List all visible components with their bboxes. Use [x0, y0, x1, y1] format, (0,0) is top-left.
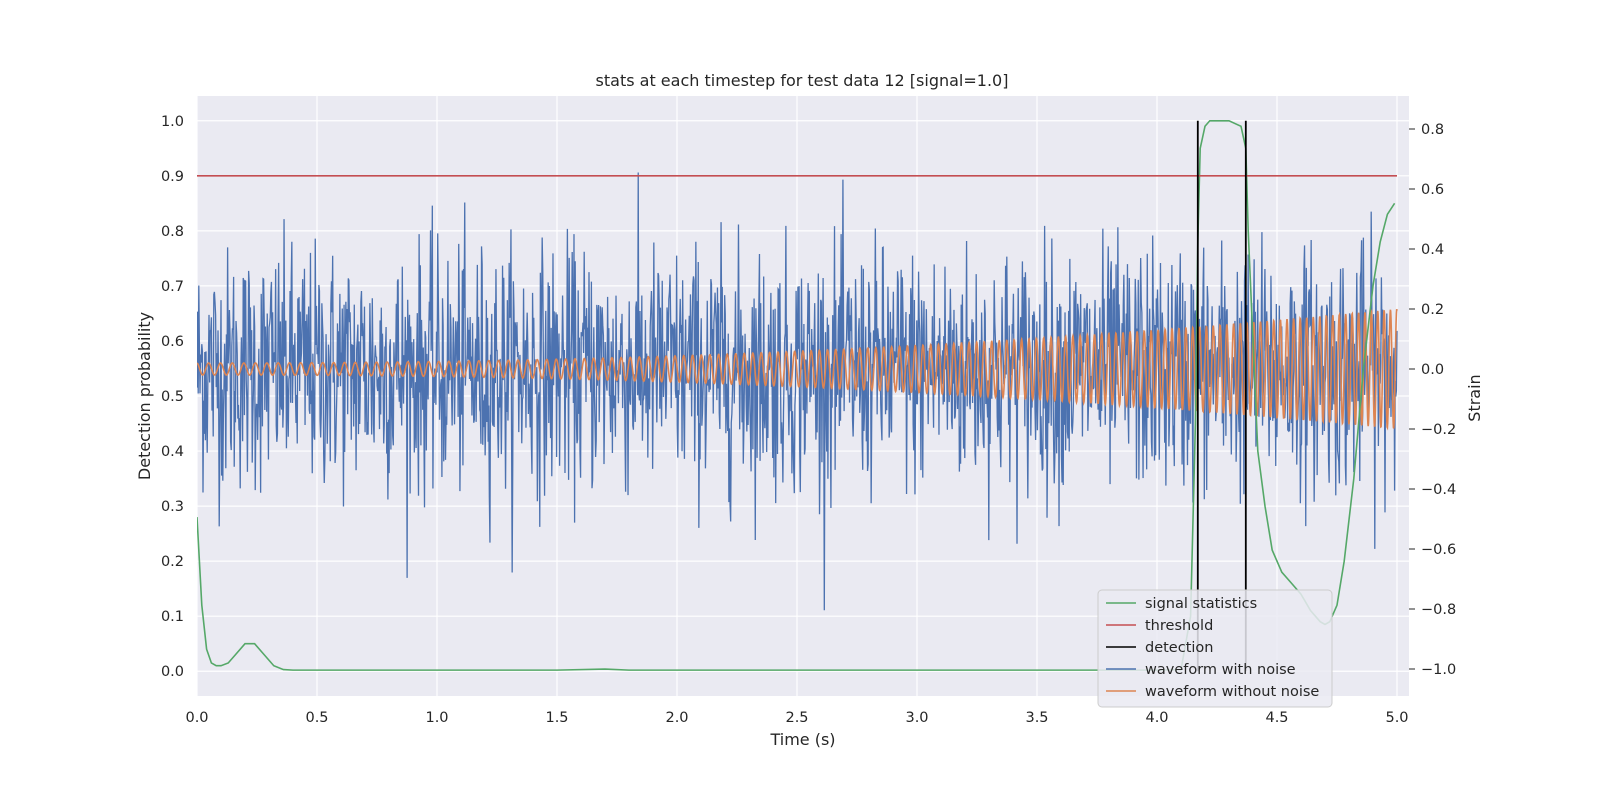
- y-right-tick-label: 0.0: [1421, 362, 1444, 378]
- y-right-tick-label: −1.0: [1421, 662, 1456, 678]
- x-axis-label: Time (s): [769, 730, 835, 749]
- y-left-tick-label: 0.2: [161, 554, 184, 570]
- y-left-tick-label: 0.9: [161, 169, 184, 185]
- x-tick-label: 2.0: [665, 710, 688, 726]
- legend-label-waveform-without-noise: waveform without noise: [1145, 684, 1319, 700]
- legend-label-detection: detection: [1145, 640, 1213, 656]
- y-left-tick-label: 0.7: [161, 279, 184, 295]
- y-left-tick-label: 0.6: [161, 334, 184, 350]
- series-detection: [1196, 120, 1247, 672]
- y-left-tick-label: 0.0: [161, 664, 184, 680]
- x-tick-label: 2.5: [785, 710, 808, 726]
- y-left-axis-ticks: 0.0 0.1 0.2 0.3 0.4 0.5 0.6 0.7 0.8 0.9 1.0: [161, 114, 184, 680]
- x-axis-ticks: 0.0 0.5 1.0 1.5 2.0 2.5 3.0 3.5 4.0 4.5 5.0: [185, 710, 1408, 726]
- y-right-tick-label: 0.8: [1421, 122, 1444, 138]
- y-right-axis-ticks: −1.0 −0.8 −0.6 −0.4 −0.2 0.0 0.2 0.4 0.6 0.8: [1409, 122, 1456, 678]
- y-left-tick-label: 1.0: [161, 114, 184, 130]
- legend: signal statistics threshold detection wa…: [1097, 589, 1333, 708]
- x-tick-label: 3.0: [905, 710, 928, 726]
- y-right-tick-label: 0.2: [1421, 302, 1444, 318]
- x-tick-label: 1.5: [545, 710, 568, 726]
- x-tick-label: 0.0: [185, 710, 208, 726]
- x-tick-label: 1.0: [425, 710, 448, 726]
- legend-box: [1097, 589, 1333, 708]
- x-tick-label: 4.5: [1265, 710, 1288, 726]
- y-left-tick-label: 0.4: [161, 444, 184, 460]
- x-tick-label: 4.0: [1145, 710, 1168, 726]
- x-tick-label: 0.5: [305, 710, 328, 726]
- y-right-tick-label: 0.6: [1421, 182, 1444, 198]
- y-left-tick-label: 0.8: [161, 224, 184, 240]
- x-tick-label: 5.0: [1385, 710, 1408, 726]
- y-left-tick-label: 0.5: [161, 389, 184, 405]
- y-right-tick-label: −0.6: [1421, 542, 1456, 558]
- y-right-tick-label: −0.4: [1421, 482, 1456, 498]
- y-right-tick-label: −0.2: [1421, 422, 1456, 438]
- y-left-tick-label: 0.3: [161, 499, 184, 515]
- y-left-axis-label: Detection probability: [135, 312, 154, 480]
- chart-title: stats at each timestep for test data 12 …: [596, 71, 1009, 90]
- y-right-axis-label: Strain: [1465, 374, 1484, 421]
- legend-label-signal-statistics: signal statistics: [1145, 596, 1257, 612]
- y-right-tick-label: 0.4: [1421, 242, 1444, 258]
- legend-label-waveform-with-noise: waveform with noise: [1145, 662, 1296, 678]
- x-tick-label: 3.5: [1025, 710, 1048, 726]
- y-left-tick-label: 0.1: [161, 609, 184, 625]
- legend-label-threshold: threshold: [1145, 618, 1213, 634]
- y-right-tick-label: −0.8: [1421, 602, 1456, 618]
- plot-area: [197, 119, 1398, 672]
